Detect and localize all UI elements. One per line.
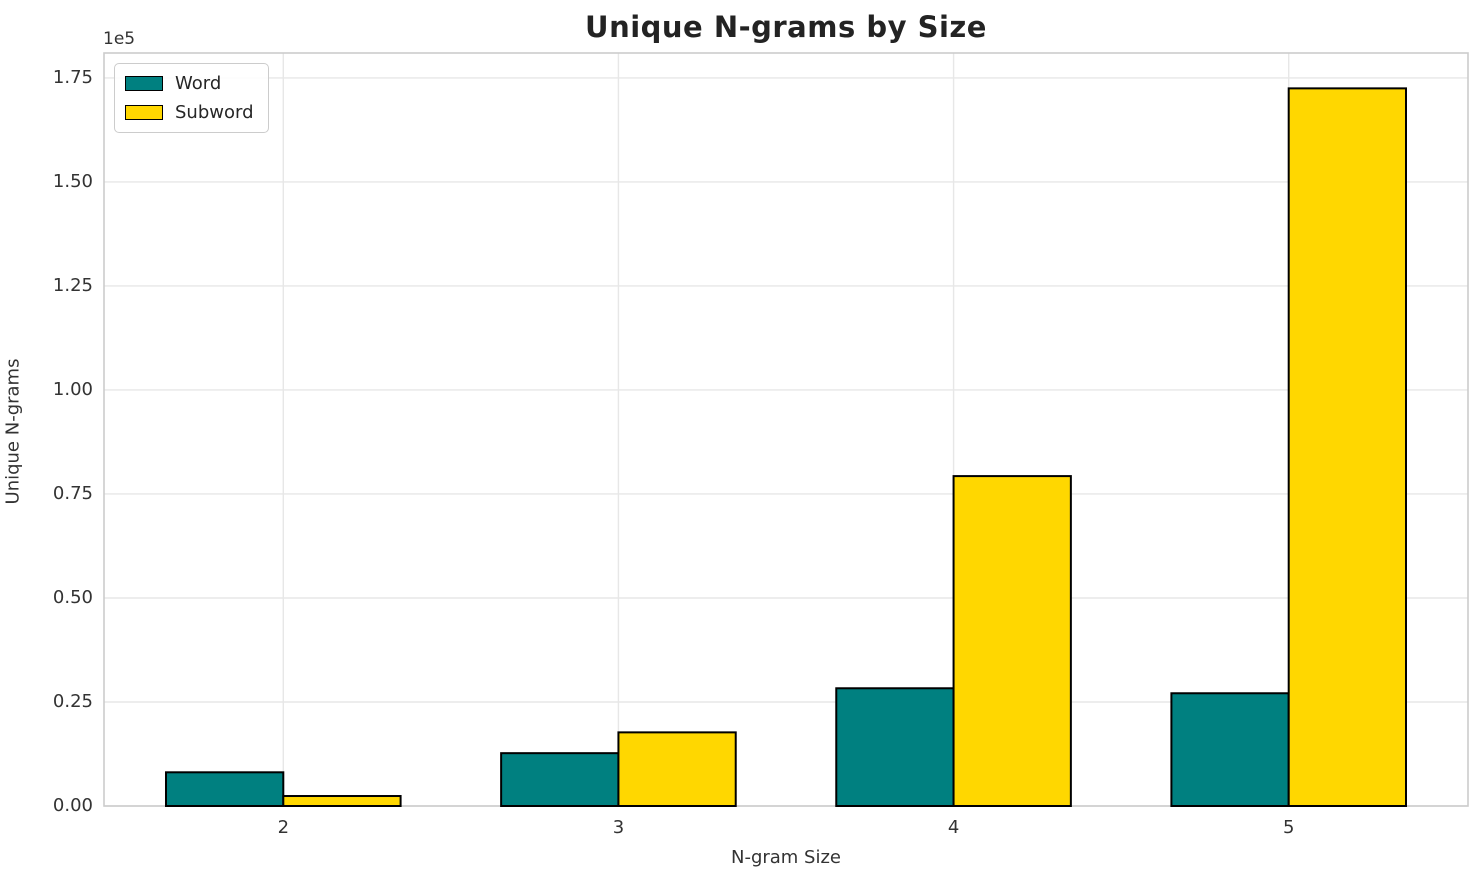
y-tick-label: 0.25 bbox=[52, 690, 93, 712]
bar-subword-5 bbox=[1287, 87, 1408, 807]
legend-label: Word bbox=[175, 73, 222, 94]
x-tick-label: 5 bbox=[1282, 817, 1295, 838]
bar-word-3 bbox=[500, 752, 620, 808]
x-tick-label: 4 bbox=[947, 817, 960, 838]
legend-label: Subword bbox=[175, 102, 254, 123]
y-tick-label: 0.50 bbox=[52, 586, 93, 608]
legend-swatch-word bbox=[125, 76, 163, 91]
y-tick-label: 1.00 bbox=[52, 378, 93, 400]
legend-item-word: Word bbox=[125, 73, 254, 94]
y-axis-offset-label: 1e5 bbox=[103, 29, 136, 49]
y-tick-label: 1.50 bbox=[52, 170, 93, 192]
bar-word-5 bbox=[1170, 692, 1290, 807]
axes-border bbox=[103, 52, 1469, 807]
y-tick-label: 1.25 bbox=[52, 274, 93, 296]
legend-item-subword: Subword bbox=[125, 102, 254, 123]
x-tick-label: 2 bbox=[277, 817, 290, 838]
legend-swatch-subword bbox=[125, 105, 163, 120]
bar-word-4 bbox=[835, 687, 955, 807]
y-tick-label: 0.00 bbox=[52, 795, 93, 816]
y-tick-label: 1.75 bbox=[52, 66, 93, 88]
y-tick-label: 0.75 bbox=[52, 482, 93, 504]
legend: Word Subword bbox=[114, 63, 269, 133]
chart-title: Unique N-grams by Size bbox=[585, 10, 987, 44]
x-tick-label: 3 bbox=[612, 817, 625, 838]
bar-subword-4 bbox=[952, 475, 1072, 807]
x-axis-label: N-gram Size bbox=[730, 847, 842, 868]
bar-word-2 bbox=[165, 771, 285, 807]
bar-subword-3 bbox=[617, 731, 737, 807]
bar-subword-2 bbox=[282, 795, 402, 807]
